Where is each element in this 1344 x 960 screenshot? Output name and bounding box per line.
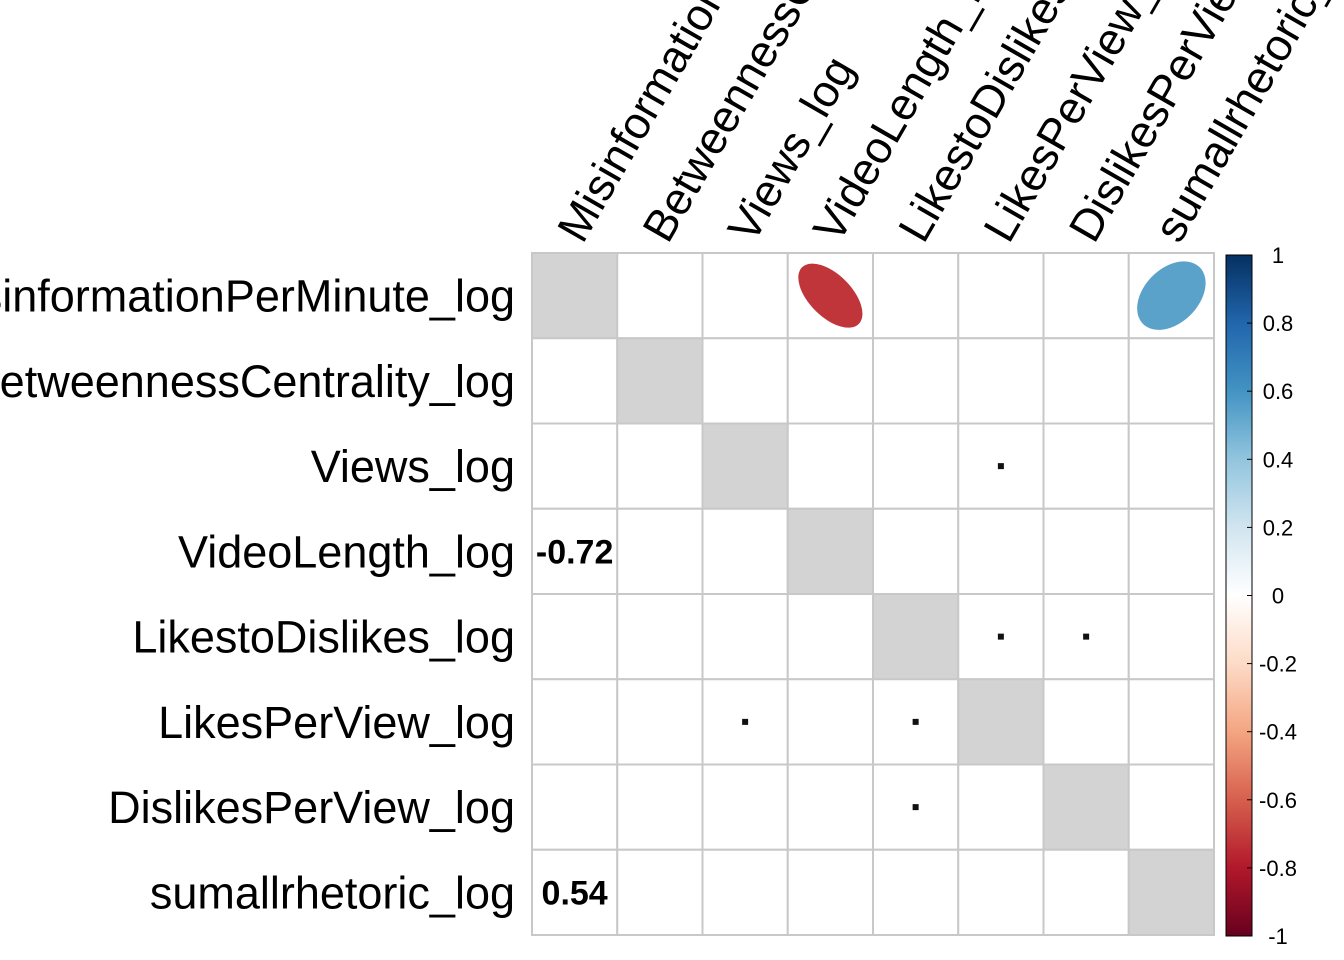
legend-tick-label: -0.2	[1259, 652, 1297, 677]
diagonal-cell	[786, 507, 874, 595]
small-correlation-mark	[912, 804, 919, 811]
matrix-cell	[1127, 763, 1215, 851]
matrix-cell	[1042, 252, 1130, 340]
matrix-cell	[616, 763, 704, 851]
matrix-cell	[957, 507, 1045, 595]
matrix-cell	[1127, 337, 1215, 425]
matrix-cell	[1042, 422, 1130, 510]
matrix-cell	[786, 337, 874, 425]
matrix-cell	[786, 422, 874, 510]
diagonal-cell	[957, 678, 1045, 766]
correlation-value-label: 0.54	[542, 874, 608, 912]
diagonal-cell	[1042, 763, 1130, 851]
matrix-cell	[701, 252, 789, 340]
legend-tick-label: -1	[1268, 924, 1288, 949]
row-label: LikestoDislikes_log	[132, 612, 515, 663]
matrix-cell	[1127, 507, 1215, 595]
matrix-cell	[616, 593, 704, 681]
color-legend: 1 0.8 0.6 0.4 0.2 0 -0.2 -0.4 -0.6 -0.8 -1	[1225, 243, 1297, 949]
legend-tick-label: 0	[1272, 584, 1284, 609]
matrix-cell	[1127, 678, 1215, 766]
matrix-cell	[1042, 337, 1130, 425]
correlation-ellipse	[798, 263, 863, 328]
legend-tick-label: -0.6	[1259, 788, 1297, 813]
matrix-cell	[531, 678, 619, 766]
row-labels: MisinformationPerMinute_log BetweennessCe…	[0, 271, 515, 919]
legend-tick-label: 0.8	[1263, 311, 1294, 336]
legend-tick-label: 0.2	[1263, 515, 1294, 540]
correlation-ellipse	[1137, 261, 1206, 330]
matrix-cell	[872, 252, 960, 340]
legend-tick-label: 1	[1272, 243, 1284, 268]
row-label: VideoLength_log	[178, 526, 515, 577]
matrix-cell	[616, 252, 704, 340]
row-label: Views_log	[311, 441, 515, 492]
matrix-cell	[531, 848, 619, 936]
matrix-cell	[1127, 422, 1215, 510]
matrix-cells	[531, 252, 1215, 936]
matrix-cell	[616, 422, 704, 510]
matrix-marks: -0.72 0.54	[536, 261, 1206, 912]
matrix-cell	[957, 337, 1045, 425]
matrix-cell	[531, 422, 619, 510]
matrix-cell	[872, 848, 960, 936]
small-correlation-mark	[742, 718, 749, 725]
small-correlation-mark	[997, 633, 1004, 640]
matrix-cell	[786, 848, 874, 936]
matrix-cell	[616, 848, 704, 936]
row-label: DislikesPerView_log	[108, 782, 515, 833]
legend-tick-label: -0.4	[1259, 720, 1297, 745]
matrix-cell	[701, 593, 789, 681]
row-label: LikesPerView_log	[158, 697, 515, 748]
column-labels: MisinformationPerMinute_logBetweennessCe…	[547, 0, 1344, 250]
matrix-cell	[1042, 848, 1130, 936]
matrix-cell	[786, 763, 874, 851]
row-label: MisinformationPerMinute_log	[0, 271, 515, 322]
matrix-cell	[616, 507, 704, 595]
correlation-value-label: -0.72	[536, 533, 614, 571]
matrix-cell	[701, 337, 789, 425]
diagonal-cell	[1127, 848, 1215, 936]
diagonal-cell	[701, 422, 789, 510]
matrix-cell	[531, 337, 619, 425]
matrix-cell	[1042, 507, 1130, 595]
diagonal-cell	[872, 593, 960, 681]
small-correlation-mark	[1083, 633, 1090, 640]
diagonal-cell	[616, 337, 704, 425]
matrix-cell	[872, 678, 960, 766]
matrix-cell	[531, 593, 619, 681]
matrix-cell	[957, 252, 1045, 340]
matrix-cell	[531, 763, 619, 851]
row-label: BetweennessCentrality_log	[0, 356, 515, 407]
legend-tick-label: 0.4	[1263, 447, 1294, 472]
matrix-cell	[1127, 593, 1215, 681]
row-label: sumallrhetoric_log	[150, 867, 515, 918]
diagonal-cell	[531, 252, 619, 340]
matrix-cell	[701, 507, 789, 595]
legend-tick-label: -0.8	[1259, 856, 1297, 881]
matrix-cell	[1042, 678, 1130, 766]
matrix-cell	[957, 848, 1045, 936]
small-correlation-mark	[997, 463, 1004, 470]
matrix-cell	[872, 507, 960, 595]
matrix-cell	[872, 337, 960, 425]
matrix-cell	[786, 593, 874, 681]
legend-tick-label: 0.6	[1263, 379, 1294, 404]
matrix-cell	[701, 848, 789, 936]
small-correlation-mark	[912, 718, 919, 725]
matrix-cell	[701, 763, 789, 851]
matrix-cell	[786, 678, 874, 766]
matrix-cell	[872, 422, 960, 510]
matrix-cell	[616, 678, 704, 766]
matrix-cell	[957, 763, 1045, 851]
